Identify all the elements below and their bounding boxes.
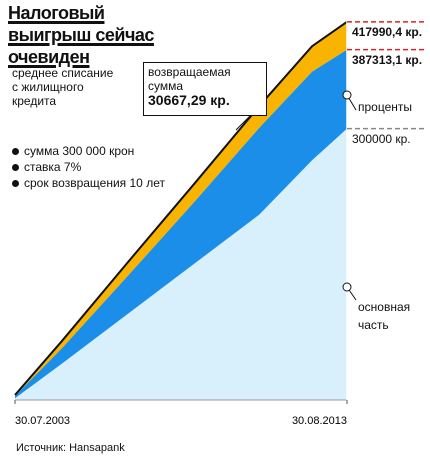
source: Источник: Hansapank — [16, 442, 125, 454]
outline — [14, 21, 348, 396]
marker — [342, 282, 352, 292]
chart-title: Налоговый выигрыш сейчас очевиден — [8, 3, 154, 67]
bullet-list: сумма 300 000 крон ставка 7% срок возвра… — [12, 143, 165, 191]
series-label: проценты — [358, 100, 413, 114]
total-label: 417990,4 кр. — [352, 24, 423, 39]
value-label: 30667,29 кр. — [148, 92, 230, 108]
series-label: основная часть — [358, 300, 411, 332]
x-tick-label: 30.07.2003 — [15, 415, 70, 427]
callout: возвращаемая сумма 30667,29 кр. — [143, 62, 267, 116]
principal-label: 300000 кр. — [352, 131, 411, 146]
bullet: ставка 7% — [12, 159, 165, 175]
marker — [342, 90, 352, 100]
sum-label: 387313,1 кр. — [352, 52, 423, 67]
area — [15, 49, 347, 399]
callout-label: возвращаемая сумма — [148, 65, 231, 93]
bullet: сумма 300 000 крон — [12, 143, 165, 159]
note: среднее списание с жилищного кредита — [12, 66, 114, 108]
bullet: срок возвращения 10 лет — [12, 175, 165, 191]
area — [15, 128, 347, 401]
x-tick-label: 30.08.2013 — [292, 415, 347, 427]
